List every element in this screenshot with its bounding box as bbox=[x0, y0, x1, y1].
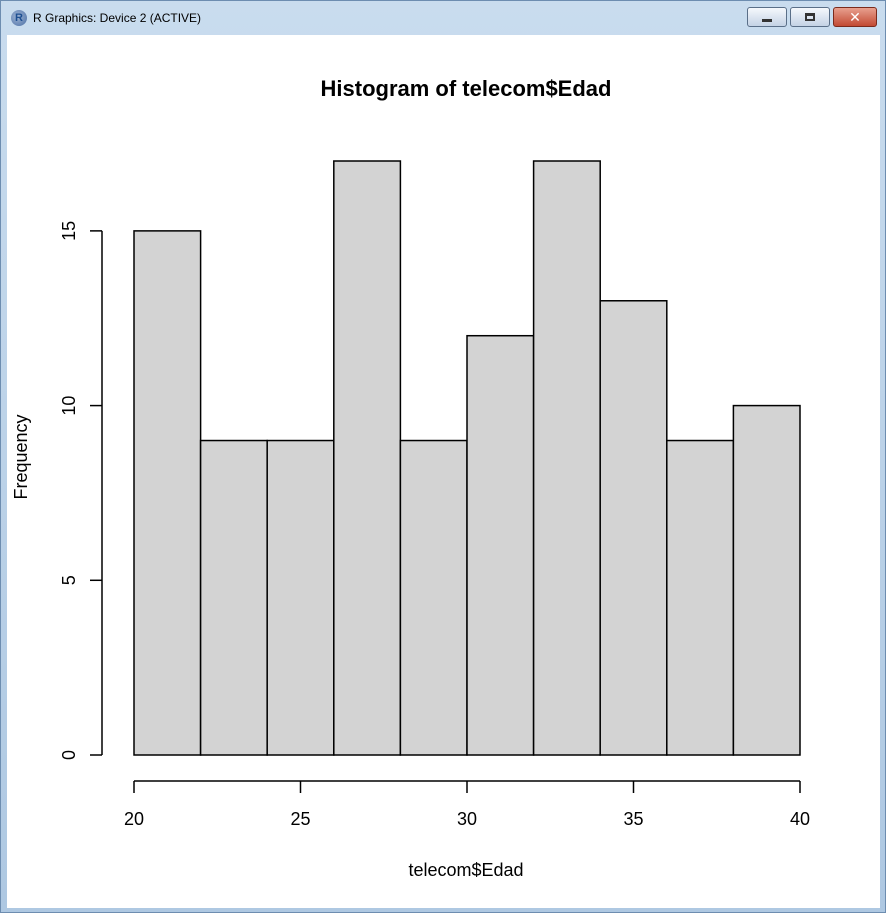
maximize-button[interactable] bbox=[790, 7, 830, 27]
y-tick-label: 10 bbox=[59, 396, 79, 416]
x-tick-label: 30 bbox=[457, 809, 477, 829]
histogram-plot: Histogram of telecom$Edad 0 5 10 15 20 25 30 3… bbox=[11, 76, 810, 880]
histogram-bar bbox=[399, 439, 468, 756]
plot-canvas: Histogram of telecom$Edad 0 5 10 15 20 25 30 3… bbox=[7, 35, 880, 908]
x-axis: 20 25 30 35 40 bbox=[124, 780, 810, 829]
x-tick-label: 40 bbox=[790, 809, 810, 829]
minimize-icon bbox=[762, 18, 772, 22]
title-bar[interactable]: R R Graphics: Device 2 (ACTIVE) ✕ bbox=[1, 1, 885, 35]
histogram-bar bbox=[732, 404, 801, 756]
histogram-bar bbox=[666, 439, 735, 756]
x-tick-label: 35 bbox=[623, 809, 643, 829]
y-tick-label: 15 bbox=[59, 221, 79, 241]
histogram-bars bbox=[133, 160, 801, 756]
histogram-bar bbox=[532, 160, 601, 756]
close-icon: ✕ bbox=[849, 9, 861, 25]
x-tick-label: 20 bbox=[124, 809, 144, 829]
chart-title: Histogram of telecom$Edad bbox=[321, 76, 612, 101]
minimize-button[interactable] bbox=[747, 7, 787, 27]
histogram-bar bbox=[599, 300, 668, 756]
x-axis-label: telecom$Edad bbox=[408, 860, 523, 880]
histogram-bar bbox=[199, 439, 268, 756]
maximize-icon bbox=[805, 13, 815, 21]
histogram-bar bbox=[466, 334, 535, 756]
y-axis-label: Frequency bbox=[11, 414, 31, 499]
y-tick-label: 5 bbox=[59, 575, 79, 585]
r-app-icon: R bbox=[11, 10, 27, 26]
histogram-bar bbox=[266, 439, 335, 756]
y-axis: 0 5 10 15 bbox=[59, 221, 103, 760]
histogram-bar bbox=[333, 160, 402, 756]
close-button[interactable]: ✕ bbox=[833, 7, 877, 27]
x-tick-label: 25 bbox=[290, 809, 310, 829]
histogram-bar bbox=[133, 230, 202, 756]
window-title: R Graphics: Device 2 (ACTIVE) bbox=[33, 11, 202, 25]
y-tick-label: 0 bbox=[59, 750, 79, 760]
